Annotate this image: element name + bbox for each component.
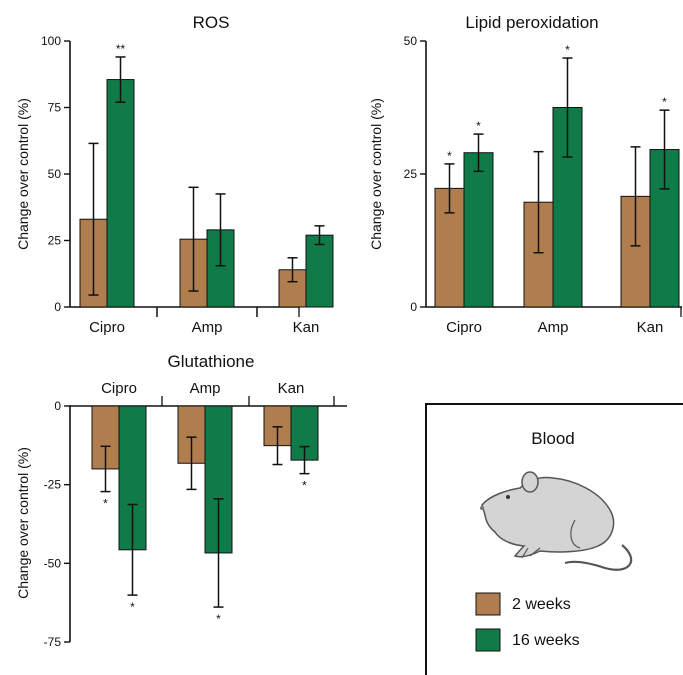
mouse-nose: [480, 506, 484, 510]
x-category-label: Amp: [538, 319, 569, 336]
x-category-label: Cipro: [101, 380, 137, 397]
mouse-ear: [521, 471, 539, 493]
significance-star: *: [662, 95, 667, 109]
y-tick-label: 100: [41, 34, 61, 48]
y-tick-label: -75: [44, 635, 62, 649]
bar-16-weeks: [290, 405, 319, 461]
significance-star: *: [476, 119, 481, 133]
x-category-label: Amp: [190, 380, 221, 397]
mouse-leg: [570, 519, 581, 549]
mouse-eye: [506, 495, 510, 499]
x-category-label: Kan: [278, 380, 305, 397]
legend-title: Blood: [531, 429, 574, 448]
chart-title: Glutathione: [168, 352, 255, 371]
chart-panel-0: ROS Change over control (%) 0 25 50 75 100 Cipr…: [15, 13, 334, 336]
chart-panel-2: Glutathione Change over control (%) 0 -25 -5…: [15, 352, 347, 649]
y-tick-label: 25: [404, 167, 418, 181]
significance-star: *: [103, 497, 108, 511]
legend-swatch-16-weeks: [475, 628, 501, 652]
y-axis-label: Change over control (%): [368, 98, 384, 250]
x-category-label: Cipro: [89, 319, 125, 336]
x-category-label: Amp: [192, 319, 223, 336]
y-tick-label: 25: [48, 234, 62, 248]
significance-star: *: [302, 479, 307, 493]
y-axis-label: Change over control (%): [15, 98, 31, 250]
bar-16-weeks: [106, 79, 135, 308]
chart-title: Lipid peroxidation: [465, 13, 598, 32]
mouse-icon: [480, 471, 633, 571]
legend-panel: Blood 2 weeks 16 weeks: [425, 403, 683, 675]
mouse-body: [481, 476, 615, 558]
mouse-paw: [521, 547, 541, 559]
chart-panel-1: Lipid peroxidation Change over control (%…: [156, 13, 682, 336]
x-category-label: Kan: [293, 319, 320, 336]
legend-border: [425, 403, 683, 675]
bar-16-weeks: [305, 234, 334, 308]
mouse-tail: [564, 544, 633, 571]
x-category-label: Cipro: [446, 319, 482, 336]
y-tick-label: 0: [410, 300, 417, 314]
y-tick-label: 75: [48, 101, 62, 115]
legend-swatch-2-weeks: [475, 592, 501, 616]
y-axis-label: Change over control (%): [15, 447, 31, 599]
x-category-label: Kan: [637, 319, 664, 336]
significance-star: *: [130, 600, 135, 614]
legend-label: 16 weeks: [512, 632, 580, 649]
significance-star: *: [447, 149, 452, 163]
y-tick-label: 50: [404, 34, 418, 48]
significance-star: *: [216, 612, 221, 626]
bar-16-weeks: [463, 152, 494, 308]
legend-label: 2 weeks: [512, 596, 571, 613]
significance-star: **: [116, 42, 126, 56]
y-tick-label: 0: [54, 300, 61, 314]
y-tick-label: 50: [48, 167, 62, 181]
significance-star: *: [565, 43, 570, 57]
chart-title: ROS: [193, 13, 230, 32]
y-tick-label: 0: [54, 399, 61, 413]
y-tick-label: -25: [44, 478, 62, 492]
y-tick-label: -50: [44, 556, 62, 570]
